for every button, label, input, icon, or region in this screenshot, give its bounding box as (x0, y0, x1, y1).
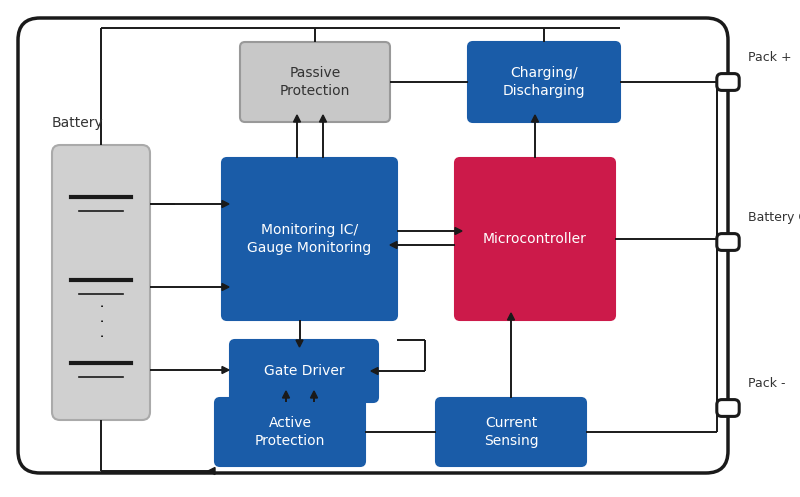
FancyBboxPatch shape (717, 400, 739, 416)
Text: Microcontroller: Microcontroller (483, 232, 587, 246)
Text: Passive
Protection: Passive Protection (280, 66, 350, 98)
Polygon shape (717, 239, 724, 246)
FancyBboxPatch shape (222, 158, 397, 320)
Text: . . .: . . . (94, 301, 107, 339)
Text: Active
Protection: Active Protection (255, 416, 325, 448)
FancyBboxPatch shape (717, 74, 739, 90)
Polygon shape (222, 283, 229, 291)
FancyBboxPatch shape (215, 398, 365, 466)
Polygon shape (282, 391, 290, 398)
FancyBboxPatch shape (230, 340, 378, 402)
Text: Battery Comm: Battery Comm (748, 211, 800, 224)
Text: Pack -: Pack - (748, 377, 786, 390)
Text: Current
Sensing: Current Sensing (484, 416, 538, 448)
Text: Battery: Battery (52, 116, 104, 130)
Polygon shape (222, 366, 229, 374)
Polygon shape (319, 115, 326, 122)
Polygon shape (296, 340, 303, 347)
FancyBboxPatch shape (240, 42, 390, 122)
FancyBboxPatch shape (18, 18, 728, 473)
Polygon shape (531, 115, 538, 122)
FancyBboxPatch shape (717, 234, 739, 250)
Polygon shape (294, 115, 301, 122)
FancyBboxPatch shape (455, 158, 615, 320)
Polygon shape (310, 391, 318, 398)
Text: Charging/
Discharging: Charging/ Discharging (502, 66, 586, 98)
Text: Pack +: Pack + (748, 51, 792, 64)
FancyBboxPatch shape (52, 145, 150, 420)
Polygon shape (371, 367, 378, 375)
Polygon shape (507, 313, 514, 320)
FancyBboxPatch shape (436, 398, 586, 466)
Polygon shape (455, 228, 462, 235)
Text: Monitoring IC/
Gauge Monitoring: Monitoring IC/ Gauge Monitoring (247, 223, 372, 255)
Polygon shape (390, 242, 397, 248)
Polygon shape (222, 200, 229, 208)
Polygon shape (208, 468, 215, 475)
FancyBboxPatch shape (468, 42, 620, 122)
Text: Gate Driver: Gate Driver (264, 364, 344, 378)
